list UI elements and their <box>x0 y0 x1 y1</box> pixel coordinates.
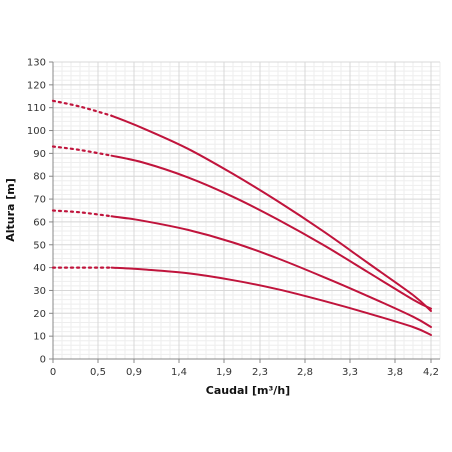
y-tick-label: 60 <box>33 217 46 228</box>
pump-curve-2 <box>51 145 432 310</box>
x-tick-label: 2,8 <box>297 367 313 378</box>
y-tick-label: 10 <box>33 332 46 343</box>
pump-curve-1-extrapolated <box>51 99 113 117</box>
pump-curve-1 <box>51 99 432 312</box>
y-axis-title: Altura [m] <box>4 178 17 242</box>
x-axis-ticks: 0 0,5 0,9 1,4 1,9 2,3 2,8 3,3 3,8 4,2 <box>50 359 439 378</box>
y-tick-label: 120 <box>27 80 46 91</box>
x-axis-title: Caudal [m³/h] <box>206 384 290 397</box>
x-tick-label: 0,9 <box>126 367 142 378</box>
pump-curve-1-operating <box>110 114 432 312</box>
pump-curve-4 <box>51 266 432 336</box>
axes <box>52 62 440 360</box>
x-tick-label: 0 <box>50 367 56 378</box>
y-axis-ticks: 0 10 20 30 40 50 60 70 80 90 100 110 120 130 <box>27 58 53 366</box>
curves <box>51 99 432 336</box>
y-tick-label: 110 <box>27 103 46 114</box>
x-tick-label: 1,9 <box>216 367 232 378</box>
x-tick-label: 4,2 <box>423 367 439 378</box>
x-tick-label: 3,3 <box>342 367 358 378</box>
y-tick-label: 0 <box>40 355 46 366</box>
pump-curve-3 <box>51 209 432 328</box>
y-tick-label: 100 <box>27 126 46 137</box>
x-tick-label: 2,3 <box>252 367 268 378</box>
x-tick-label: 1,4 <box>171 367 187 378</box>
x-tick-label: 3,8 <box>387 367 403 378</box>
pump-curve-2-extrapolated <box>51 145 113 157</box>
grid <box>52 61 441 360</box>
y-tick-label: 30 <box>33 286 46 297</box>
y-tick-label: 90 <box>33 149 46 160</box>
y-tick-label: 70 <box>33 195 46 206</box>
y-tick-label: 130 <box>27 58 46 69</box>
y-tick-label: 80 <box>33 172 46 183</box>
pump-curve-4-operating <box>110 266 432 336</box>
y-tick-label: 20 <box>33 309 46 320</box>
y-tick-label: 50 <box>33 240 46 251</box>
y-tick-label: 40 <box>33 263 46 274</box>
pump-curve-2-operating <box>110 154 432 310</box>
pump-curve-3-extrapolated <box>51 209 113 218</box>
pump-curve-3-operating <box>110 215 432 328</box>
x-tick-label: 0,5 <box>90 367 106 378</box>
